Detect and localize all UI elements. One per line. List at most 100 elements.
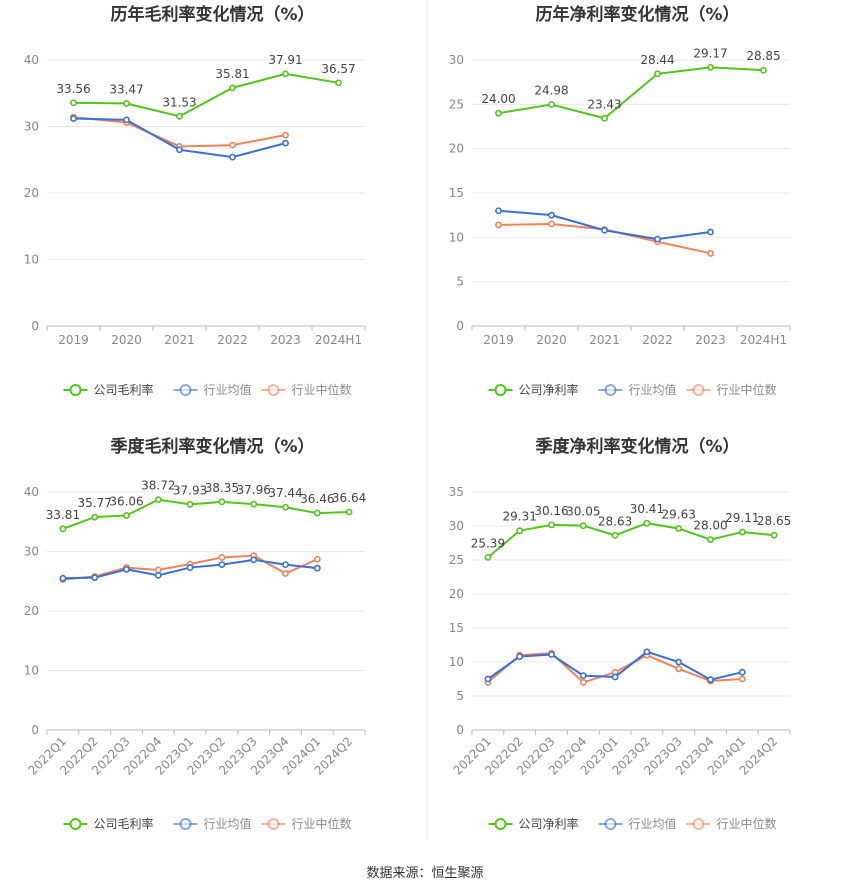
x-tick-label: 2019 [483, 333, 514, 347]
industry-avg-point [282, 561, 289, 568]
legend-label: 公司净利率 [519, 816, 579, 831]
x-tick-label: 2022 [642, 333, 673, 347]
industry-avg-point [643, 648, 651, 656]
legend-marker [494, 384, 507, 396]
data-label: 28.44 [640, 53, 674, 67]
legend-item-company: 公司净利率 [488, 382, 579, 397]
y-tick-label: 20 [24, 604, 39, 618]
data-label: 36.06 [109, 494, 143, 508]
y-tick-label: 10 [449, 230, 464, 244]
data-label: 37.44 [268, 486, 302, 500]
data-label: 29.17 [693, 46, 727, 60]
panel-divider [427, 0, 428, 840]
industry-avg-point [250, 556, 258, 564]
company-point [70, 99, 77, 107]
data-label: 37.96 [237, 483, 271, 497]
company-point [760, 66, 767, 74]
industry-avg-point [186, 564, 194, 571]
legend-item-industry-median: 行业中位数 [261, 382, 352, 397]
legend-item-company: 公司毛利率 [63, 382, 154, 397]
annual-gross-margin-chart: 历年毛利率变化情况（%） 0 10 20 30 40 2019 2020 2021 2022 202… [0, 0, 425, 430]
data-label: 23.43 [587, 97, 621, 111]
data-label: 28.00 [693, 519, 727, 533]
company-point [186, 500, 194, 508]
y-tick-label: 20 [449, 142, 464, 156]
company-point [738, 528, 746, 536]
x-tick-label: 2023 [695, 333, 726, 347]
y-tick-label: 40 [24, 485, 39, 499]
industry-avg-point [675, 658, 683, 666]
company-point [643, 519, 651, 527]
industry-median-point [282, 570, 289, 577]
legend-marker [494, 818, 507, 830]
legend-item-industry-avg: 行业均值 [173, 382, 252, 397]
x-tick-label: 2024H1 [740, 333, 787, 347]
legend-label: 行业中位数 [292, 382, 352, 397]
industry-median-point [154, 566, 162, 574]
legend-item-industry-median: 行业中位数 [686, 382, 777, 397]
legend-marker [267, 818, 280, 830]
legend-label: 行业均值 [204, 382, 252, 397]
industry-median-point [218, 554, 226, 561]
company-point [123, 100, 130, 107]
data-label: 29.63 [662, 508, 696, 522]
y-tick-label: 30 [24, 120, 39, 134]
annual-net-margin-chart: 历年净利率变化情况（%） 0 5 10 15 20 25 30 2019 2020 2021 2022… [425, 0, 850, 430]
data-label: 30.05 [566, 505, 600, 519]
industry-avg-point [59, 574, 67, 582]
legend-item-industry-avg: 行业均值 [598, 382, 677, 397]
chart-title: 历年净利率变化情况（%） [535, 4, 739, 25]
legend-item-industry-median: 行业中位数 [686, 816, 777, 831]
industry-median-point [675, 665, 683, 673]
industry-median-point [495, 221, 502, 229]
y-tick-label: 5 [456, 275, 464, 289]
company-point [229, 84, 236, 92]
legend-label: 行业均值 [629, 382, 677, 397]
industry-median-point [579, 678, 587, 686]
y-tick-label: 10 [449, 655, 464, 669]
chart-title: 季度毛利率变化情况（%） [110, 436, 314, 457]
legend-item-industry-avg: 行业均值 [598, 816, 677, 831]
industry-avg-point [579, 672, 587, 679]
quarterly-gross-margin-chart: 季度毛利率变化情况（%） 0 10 20 30 40 2022Q1 2022Q2 2022Q3 2… [0, 432, 425, 862]
industry-avg-point [611, 673, 619, 681]
company-point [91, 513, 99, 521]
chart-title: 季度净利率变化情况（%） [535, 436, 739, 457]
legend-label: 公司毛利率 [94, 816, 154, 831]
x-tick-label: 2019 [58, 333, 89, 347]
industry-avg-point [707, 228, 714, 236]
industry-avg-point [70, 115, 77, 122]
company-point [707, 536, 714, 543]
y-tick-label: 30 [449, 519, 464, 533]
chart-svg: 历年毛利率变化情况（%） 0 10 20 30 40 2019 2020 2021 2022 202… [24, 4, 366, 397]
company-point [654, 70, 661, 78]
data-label: 35.77 [78, 496, 112, 510]
quarterly-net-margin-chart: 季度净利率变化情况（%） 0 5 10 15 20 25 30 35 2022Q1 2022Q2 20… [425, 432, 850, 862]
y-tick-label: 0 [456, 723, 464, 737]
chart-svg: 季度净利率变化情况（%）051015202530352022Q12022Q220… [449, 436, 792, 831]
company-point [218, 498, 226, 506]
legend-marker [179, 384, 192, 396]
y-tick-label: 30 [449, 53, 464, 67]
legend-marker [692, 384, 705, 396]
x-tick-label: 2024H1 [315, 333, 362, 347]
data-label: 29.31 [503, 510, 537, 524]
data-source-note: 数据来源：恒生聚源 [366, 866, 484, 881]
data-label: 38.35 [205, 481, 239, 495]
chart-svg: 季度毛利率变化情况（%）0102030402022Q12022Q22022Q32… [24, 436, 367, 831]
company-point [548, 521, 555, 529]
industry-avg-point [91, 574, 99, 582]
y-tick-label: 10 [24, 664, 39, 678]
industry-avg-point [123, 116, 130, 124]
industry-avg-point [601, 226, 608, 234]
industry-avg-point [707, 676, 714, 684]
company-point [770, 531, 778, 539]
y-tick-label: 25 [449, 553, 464, 567]
data-label: 25.39 [471, 536, 505, 550]
y-tick-label: 30 [24, 545, 39, 559]
data-label: 28.63 [598, 514, 632, 528]
legend-item-industry-median: 行业中位数 [261, 816, 352, 831]
x-tick-label: 2020 [111, 333, 142, 347]
industry-avg-point [123, 565, 130, 573]
industry-median-point [548, 220, 555, 228]
